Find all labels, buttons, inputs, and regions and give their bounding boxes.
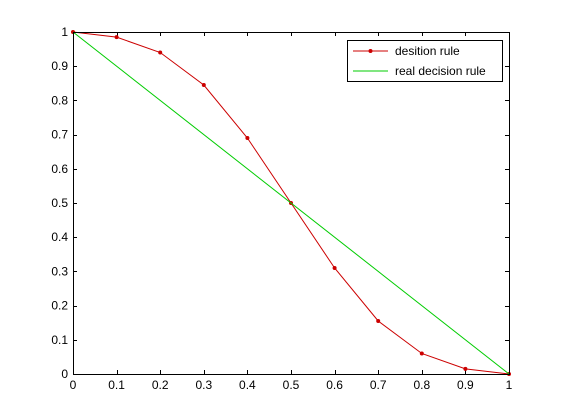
series-1-point xyxy=(333,266,337,270)
x-tick-label: 0.2 xyxy=(152,378,169,392)
x-tick-label: 0.3 xyxy=(195,378,212,392)
y-tick-label: 1 xyxy=(61,25,68,39)
series-1-point xyxy=(376,319,380,323)
y-tick-label: 0.9 xyxy=(51,59,68,73)
legend: desition rule real decision rule xyxy=(348,41,503,82)
legend-label-2: real decision rule xyxy=(395,64,486,78)
y-tick-label: 0.4 xyxy=(51,230,68,244)
legend-label-1: desition rule xyxy=(395,44,460,58)
series-1-point xyxy=(115,35,119,39)
x-tick-label: 0 xyxy=(70,378,77,392)
y-tick-label: 0.6 xyxy=(51,162,68,176)
x-tick-label: 1 xyxy=(506,378,513,392)
x-tick-label: 0.8 xyxy=(413,378,430,392)
y-tick-label: 0.2 xyxy=(51,299,68,313)
x-tick-label: 0.9 xyxy=(457,378,474,392)
legend-marker-1 xyxy=(369,49,373,53)
x-tick-label: 0.4 xyxy=(239,378,256,392)
series-1-point xyxy=(202,83,206,87)
x-tick-label: 0.5 xyxy=(283,378,300,392)
y-tick-label: 0.5 xyxy=(51,196,68,210)
series-line-2 xyxy=(73,32,509,374)
y-tick-label: 0.7 xyxy=(51,128,68,142)
series-1-point xyxy=(158,51,162,55)
y-tick-label: 0.3 xyxy=(51,264,68,278)
series-1-point xyxy=(245,136,249,140)
x-tick-label: 0.1 xyxy=(108,378,125,392)
series-1-point xyxy=(463,367,467,371)
y-tick-label: 0 xyxy=(61,367,68,381)
y-tick-label: 0.8 xyxy=(51,93,68,107)
series-1-point xyxy=(420,351,424,355)
x-tick-label: 0.6 xyxy=(326,378,343,392)
y-tick-label: 0.1 xyxy=(51,333,68,347)
x-tick-label: 0.7 xyxy=(370,378,387,392)
